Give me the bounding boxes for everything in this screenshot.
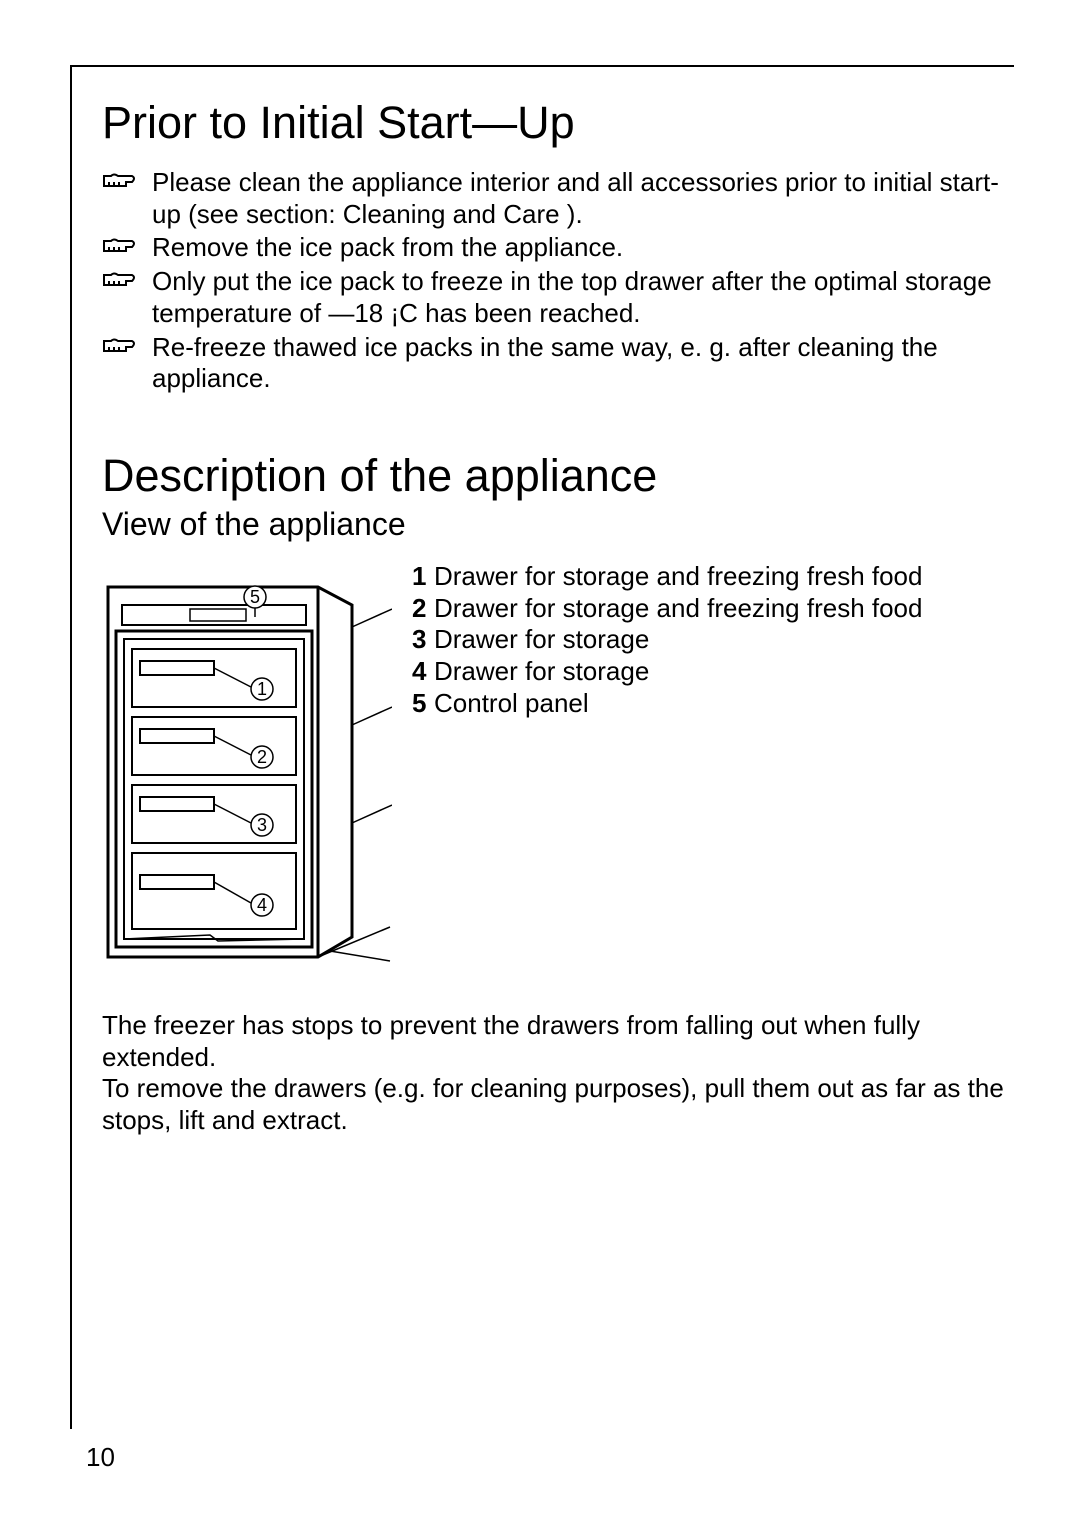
legend-row: 1 Drawer for storage and freezing fresh … xyxy=(412,561,922,593)
legend-num: 2 xyxy=(412,593,434,625)
list-item: Remove the ice pack from the appliance. xyxy=(102,232,1014,264)
list-item-text: Re-freeze thawed ice packs in the same w… xyxy=(152,332,1014,395)
legend-label: Drawer for storage xyxy=(434,656,649,688)
list-item-text: Only put the ice pack to freeze in the t… xyxy=(152,266,1014,329)
legend-num: 4 xyxy=(412,656,434,688)
legend-row: 3 Drawer for storage xyxy=(412,624,922,656)
heading-prior-startup: Prior to Initial Start—Up xyxy=(102,97,1014,149)
hand-point-icon xyxy=(102,332,152,357)
content: Prior to Initial Start—Up Please clean t… xyxy=(72,97,1014,1137)
hand-point-icon xyxy=(102,266,152,291)
callout-label-5: 5 xyxy=(250,587,260,607)
content-frame: Prior to Initial Start—Up Please clean t… xyxy=(70,65,1014,1429)
heading-description: Description of the appliance xyxy=(102,450,1014,502)
hand-point-icon xyxy=(102,232,152,257)
legend-num: 5 xyxy=(412,688,434,720)
callout-label-1: 1 xyxy=(257,679,267,699)
legend-label: Control panel xyxy=(434,688,589,720)
list-item: Please clean the appliance interior and … xyxy=(102,167,1014,230)
list-item: Only put the ice pack to freeze in the t… xyxy=(102,266,1014,329)
legend-label: Drawer for storage and freezing fresh fo… xyxy=(434,561,922,593)
legend-label: Drawer for storage and freezing fresh fo… xyxy=(434,593,922,625)
diagram-row: 5 1 2 3 xyxy=(102,557,1014,972)
subheading-view: View of the appliance xyxy=(102,506,1014,543)
legend-row: 4 Drawer for storage xyxy=(412,656,922,688)
legend: 1 Drawer for storage and freezing fresh … xyxy=(412,557,922,720)
hand-point-icon xyxy=(102,167,152,192)
bottom-para-2: To remove the drawers (e.g. for cleaning… xyxy=(102,1073,1014,1136)
legend-num: 3 xyxy=(412,624,434,656)
legend-row: 5 Control panel xyxy=(412,688,922,720)
bottom-text: The freezer has stops to prevent the dra… xyxy=(102,1010,1014,1137)
appliance-diagram: 5 1 2 3 xyxy=(102,557,412,972)
page-number: 10 xyxy=(86,1442,115,1473)
legend-label: Drawer for storage xyxy=(434,624,649,656)
startup-list: Please clean the appliance interior and … xyxy=(102,167,1014,395)
bottom-para-1: The freezer has stops to prevent the dra… xyxy=(102,1010,1014,1073)
list-item-text: Please clean the appliance interior and … xyxy=(152,167,1014,230)
legend-num: 1 xyxy=(412,561,434,593)
legend-row: 2 Drawer for storage and freezing fresh … xyxy=(412,593,922,625)
list-item-text: Remove the ice pack from the appliance. xyxy=(152,232,1014,264)
callout-label-4: 4 xyxy=(257,895,267,915)
page: Prior to Initial Start—Up Please clean t… xyxy=(0,0,1080,1529)
callout-label-2: 2 xyxy=(257,747,267,767)
callout-label-3: 3 xyxy=(257,815,267,835)
list-item: Re-freeze thawed ice packs in the same w… xyxy=(102,332,1014,395)
